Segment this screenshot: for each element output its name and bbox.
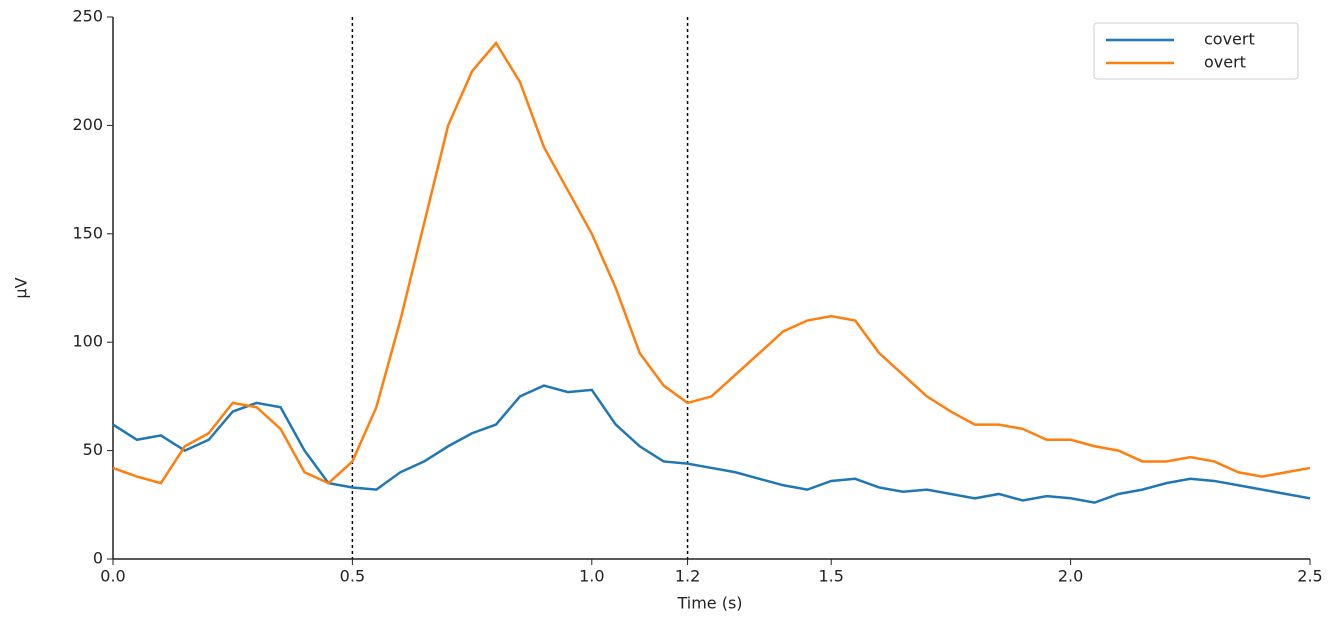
x-tick-label: 2.0 bbox=[1058, 567, 1083, 586]
y-tick-label: 100 bbox=[72, 332, 103, 351]
x-tick-label: 1.5 bbox=[818, 567, 843, 586]
x-tick-label: 0.0 bbox=[100, 567, 125, 586]
y-axis-label: μV bbox=[12, 277, 31, 298]
y-tick-label: 50 bbox=[83, 440, 103, 459]
y-tick-label: 250 bbox=[72, 7, 103, 26]
x-tick-label: 1.2 bbox=[675, 567, 700, 586]
x-tick-label: 2.5 bbox=[1297, 567, 1322, 586]
x-tick-label: 0.5 bbox=[340, 567, 365, 586]
y-tick-label: 200 bbox=[72, 115, 103, 134]
legend-box bbox=[1093, 22, 1299, 80]
series-line bbox=[112, 384, 1311, 504]
legend-label: overt bbox=[1204, 53, 1246, 72]
y-tick-label: 150 bbox=[72, 223, 103, 242]
x-tick-label: 1.0 bbox=[579, 567, 604, 586]
legend-label: covert bbox=[1204, 30, 1255, 49]
y-tick-label: 0 bbox=[93, 549, 103, 568]
series-line bbox=[112, 40, 1311, 485]
x-axis-label: Time (s) bbox=[676, 594, 742, 613]
